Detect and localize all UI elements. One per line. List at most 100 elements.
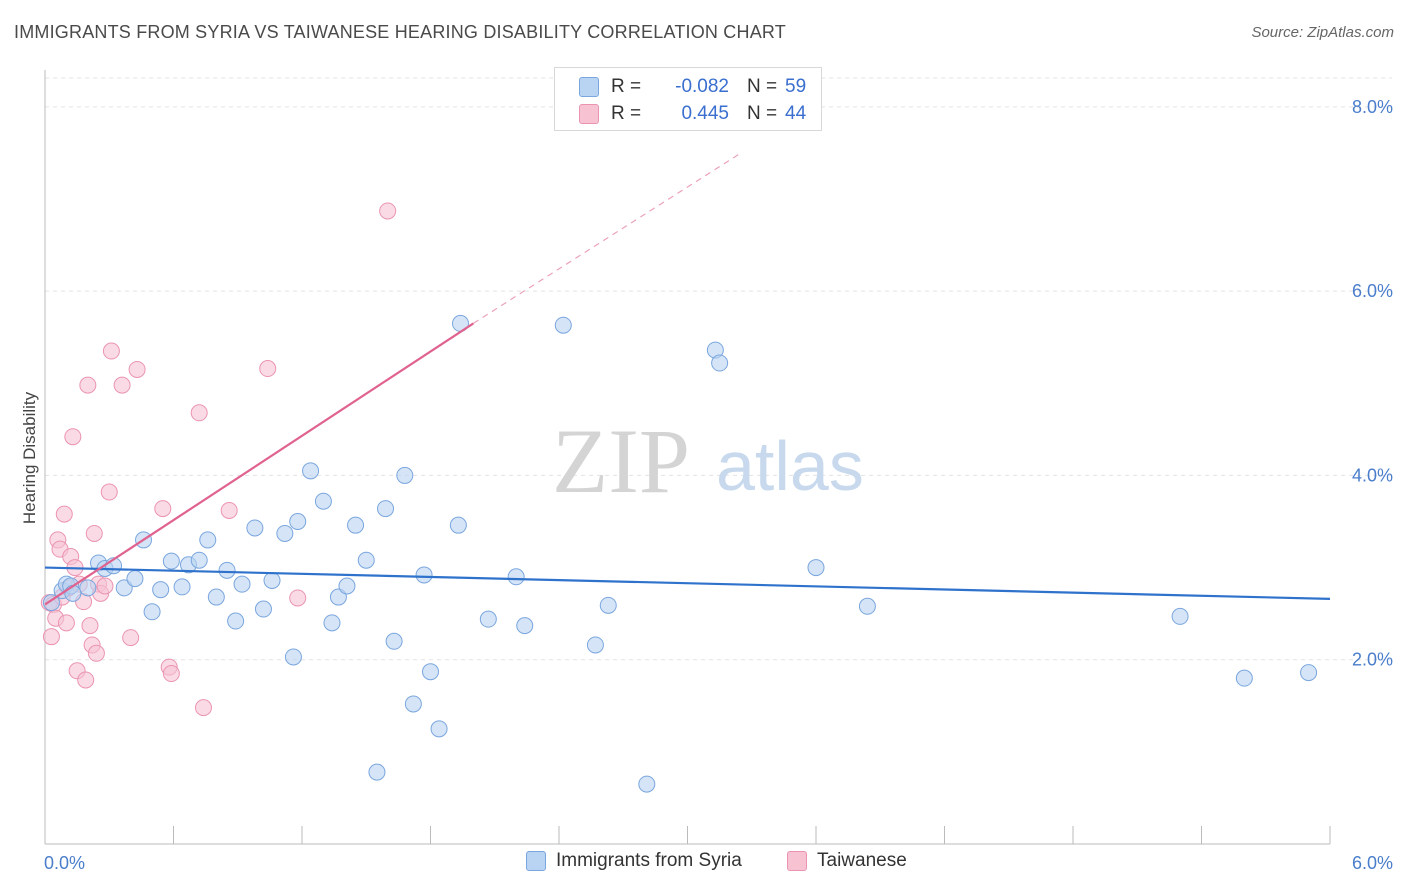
data-point-taiwanese — [42, 628, 60, 646]
data-point-syria — [507, 568, 525, 586]
data-point-syria — [218, 561, 236, 579]
data-point-taiwanese — [100, 483, 118, 501]
y-tick-label: 4.0% — [1352, 465, 1393, 485]
data-point-syria — [430, 720, 448, 738]
y-axis-label: Hearing Disability — [20, 391, 39, 524]
legend-n-value: 44 — [785, 103, 807, 124]
data-point-taiwanese — [289, 589, 307, 607]
data-point-syria — [199, 531, 217, 549]
legend-swatch-syria — [579, 77, 599, 97]
legend-n-label: N = — [747, 76, 778, 97]
data-point-syria — [284, 648, 302, 666]
data-point-taiwanese — [81, 617, 99, 635]
chart-source: Source: ZipAtlas.com — [1251, 24, 1394, 41]
data-point-taiwanese — [190, 404, 208, 422]
data-point-syria — [422, 663, 439, 681]
legend-item-taiwanese: Taiwanese — [787, 850, 907, 872]
data-point-syria — [152, 581, 170, 599]
data-point-taiwanese — [55, 505, 73, 523]
data-point-syria — [227, 612, 245, 630]
legend-r-value: 0.445 — [681, 103, 729, 124]
y-tick-labels: 2.0% 4.0% 6.0% 8.0% — [1352, 97, 1393, 670]
legend-label-taiwanese: Taiwanese — [817, 850, 907, 871]
data-point-syria — [347, 516, 365, 534]
y-tick-label: 8.0% — [1352, 97, 1393, 117]
data-point-syria — [385, 632, 403, 650]
legend-swatch-taiwanese — [787, 851, 807, 871]
data-point-taiwanese — [194, 699, 212, 717]
series-taiwanese-points — [40, 202, 397, 717]
data-point-syria — [415, 566, 433, 584]
data-point-syria — [338, 577, 356, 595]
data-point-syria — [314, 492, 332, 510]
legend-n-value: 59 — [785, 76, 807, 97]
data-point-syria — [323, 614, 341, 632]
legend-r-label: R = — [611, 76, 642, 97]
legend-r-value: -0.082 — [675, 76, 729, 97]
trend-line-syria — [44, 566, 1331, 600]
data-point-syria — [357, 551, 375, 569]
data-point-taiwanese — [128, 360, 146, 378]
data-point-syria — [207, 588, 225, 606]
watermark-atlas: atlas — [716, 427, 864, 505]
data-point-syria — [807, 559, 825, 577]
chart-title: IMMIGRANTS FROM SYRIA VS TAIWANESE HEARI… — [14, 22, 786, 42]
data-point-syria — [173, 578, 191, 596]
data-point-syria — [516, 617, 534, 635]
data-point-syria — [79, 579, 97, 597]
x-tick-labels: 0.0% 6.0% — [44, 853, 1393, 873]
y-axis-title: Hearing Disability — [20, 391, 39, 524]
legend-r-label: R = — [611, 103, 642, 124]
data-point-syria — [1235, 669, 1253, 687]
y-tick-label: 6.0% — [1352, 281, 1393, 301]
data-point-taiwanese — [154, 500, 172, 518]
data-point-syria — [368, 763, 386, 781]
data-point-taiwanese — [87, 644, 105, 662]
legend-item-syria: Immigrants from Syria — [526, 850, 742, 872]
legend-n-label: N = — [747, 103, 778, 124]
data-point-syria — [126, 570, 144, 588]
series-syria-points — [42, 314, 1318, 793]
data-point-taiwanese — [79, 376, 97, 394]
data-point-taiwanese — [57, 614, 75, 632]
data-point-syria — [479, 610, 497, 628]
x-tick-label: 6.0% — [1352, 853, 1393, 873]
data-point-taiwanese — [85, 524, 103, 542]
data-point-syria — [599, 596, 617, 614]
x-tick-label: 0.0% — [44, 853, 85, 873]
data-point-syria — [162, 552, 180, 570]
data-point-syria — [554, 316, 572, 334]
data-point-syria — [143, 603, 161, 621]
data-point-syria — [246, 519, 264, 537]
data-point-syria — [233, 575, 251, 593]
trend-line-taiwanese-extension — [473, 152, 742, 324]
data-point-taiwanese — [64, 428, 82, 446]
trend-line-taiwanese — [44, 322, 474, 606]
watermark: ZIP atlas — [552, 410, 864, 512]
data-point-syria — [858, 597, 876, 615]
data-point-syria — [638, 775, 656, 793]
data-point-taiwanese — [96, 577, 114, 595]
data-point-syria — [404, 695, 422, 713]
data-point-taiwanese — [113, 376, 131, 394]
data-point-syria — [377, 500, 395, 518]
series-legend: Immigrants from Syria Taiwanese — [0, 850, 1406, 878]
axes — [44, 70, 1331, 845]
data-point-taiwanese — [122, 629, 140, 647]
data-point-taiwanese — [379, 202, 397, 220]
data-point-syria — [449, 516, 467, 534]
data-point-taiwanese — [220, 501, 238, 519]
data-point-syria — [1300, 664, 1318, 682]
y-tick-label: 2.0% — [1352, 650, 1393, 670]
data-point-syria — [190, 551, 208, 569]
data-point-syria — [302, 462, 320, 480]
data-point-taiwanese — [162, 665, 180, 683]
legend-row-taiwanese: R = 0.445 N = 44 — [579, 100, 806, 128]
data-point-taiwanese — [102, 342, 120, 360]
data-point-syria — [711, 354, 729, 372]
watermark-zip: ZIP — [552, 410, 690, 512]
legend-swatch-taiwanese — [579, 104, 599, 124]
trend-lines — [44, 152, 1331, 606]
data-point-syria — [586, 636, 604, 654]
